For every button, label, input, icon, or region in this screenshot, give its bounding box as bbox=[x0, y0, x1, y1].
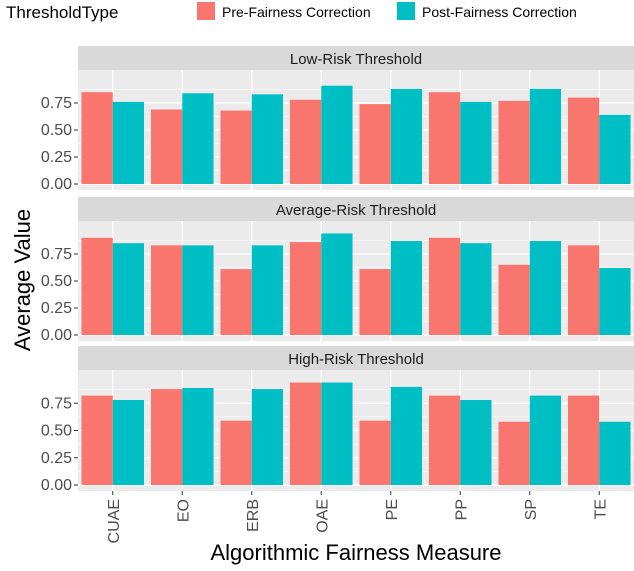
bar-post-cuae bbox=[112, 399, 145, 485]
bar-post-te bbox=[599, 421, 631, 485]
bar-pre-erb bbox=[220, 420, 252, 485]
bar-post-pe bbox=[390, 88, 423, 184]
bar-pre-te bbox=[567, 245, 600, 335]
y-tick-label: 0.50 bbox=[41, 423, 72, 440]
y-tick-label: 0.00 bbox=[41, 327, 72, 344]
bar-post-pp bbox=[460, 399, 492, 485]
bar-pre-oae bbox=[289, 242, 322, 335]
bar-post-cuae bbox=[112, 243, 145, 335]
bar-post-sp bbox=[529, 395, 562, 485]
x-tick-label: SP bbox=[523, 499, 540, 520]
x-tick-label: OAE bbox=[314, 499, 331, 533]
bar-pre-cuae bbox=[81, 395, 113, 485]
bar-post-erb bbox=[251, 389, 284, 485]
bar-post-sp bbox=[529, 241, 562, 335]
bar-pre-cuae bbox=[81, 92, 113, 184]
facet-panel-average-risk: Average-Risk Threshold 0.00 0.25 0.50 0.75 bbox=[41, 197, 634, 344]
legend: ThresholdType Pre-Fairness Correction Po… bbox=[6, 2, 577, 22]
facet-panel-high-risk: High-Risk Threshold 0.00 0.25 0.50 0.75 bbox=[41, 346, 634, 494]
x-axis-title: Algorithmic Fairness Measure bbox=[211, 540, 502, 565]
bar-pre-eo bbox=[150, 109, 183, 184]
x-tick-label: ERB bbox=[245, 499, 262, 532]
bar-post-erb bbox=[251, 94, 284, 184]
legend-label-pre: Pre-Fairness Correction bbox=[222, 4, 371, 20]
y-tick-label: 0.75 bbox=[41, 95, 72, 112]
legend-title: ThresholdType bbox=[6, 3, 118, 22]
x-tick-label: PE bbox=[384, 499, 401, 520]
facet-strip-label: High-Risk Threshold bbox=[288, 351, 424, 368]
y-tick-label: 0.25 bbox=[41, 149, 72, 166]
bar-post-pp bbox=[460, 243, 492, 335]
y-axis-title: Average Value bbox=[10, 209, 35, 351]
y-tick-label: 0.00 bbox=[41, 176, 72, 193]
legend-label-post: Post-Fairness Correction bbox=[422, 4, 577, 20]
legend-swatch-pre bbox=[197, 2, 215, 20]
bar-post-te bbox=[599, 114, 631, 184]
bar-post-sp bbox=[529, 88, 562, 184]
facet-strip bbox=[78, 197, 634, 221]
bar-pre-sp bbox=[498, 264, 530, 335]
y-tick-label: 0.00 bbox=[41, 477, 72, 494]
facet-strip bbox=[78, 46, 634, 70]
bar-pre-sp bbox=[498, 100, 530, 184]
x-tick-label: EO bbox=[175, 499, 192, 522]
bar-pre-te bbox=[567, 97, 600, 184]
bar-post-oae bbox=[321, 382, 353, 485]
bar-post-eo bbox=[182, 387, 214, 485]
bar-pre-pe bbox=[359, 104, 391, 184]
x-tick-label: TE bbox=[592, 499, 609, 519]
legend-swatch-post bbox=[397, 2, 415, 20]
bar-pre-eo bbox=[150, 389, 183, 485]
x-tick-label: CUAE bbox=[106, 499, 123, 543]
facet-strip bbox=[78, 346, 634, 370]
bar-pre-pe bbox=[359, 420, 391, 485]
y-tick-label: 0.50 bbox=[41, 122, 72, 139]
bar-post-erb bbox=[251, 245, 284, 335]
bar-pre-oae bbox=[289, 99, 322, 184]
y-tick-label: 0.75 bbox=[41, 246, 72, 263]
bar-post-pe bbox=[390, 386, 423, 485]
bar-pre-eo bbox=[150, 245, 183, 335]
bar-post-oae bbox=[321, 85, 353, 184]
bar-pre-te bbox=[567, 395, 600, 485]
bar-post-cuae bbox=[112, 101, 145, 184]
bar-post-te bbox=[599, 268, 631, 335]
bar-pre-cuae bbox=[81, 237, 113, 335]
bar-post-eo bbox=[182, 245, 214, 335]
bar-pre-pp bbox=[428, 395, 461, 485]
facet-panel-low-risk: Low-Risk Threshold 0.00 0.25 0.50 0.75 bbox=[41, 46, 634, 193]
y-tick-label: 0.25 bbox=[41, 450, 72, 467]
bar-post-pp bbox=[460, 101, 492, 184]
facet-strip-label: Average-Risk Threshold bbox=[276, 202, 436, 219]
facet-strip-label: Low-Risk Threshold bbox=[290, 51, 422, 68]
bar-pre-erb bbox=[220, 110, 252, 184]
y-tick-label: 0.25 bbox=[41, 300, 72, 317]
bar-pre-sp bbox=[498, 421, 530, 485]
x-tick-label: PP bbox=[453, 499, 470, 520]
y-tick-label: 0.50 bbox=[41, 273, 72, 290]
x-axis: CUAE EO ERB OAE PE PP SP TE bbox=[106, 491, 609, 543]
bar-pre-oae bbox=[289, 382, 322, 485]
bar-pre-erb bbox=[220, 269, 252, 335]
bar-post-eo bbox=[182, 93, 214, 184]
y-tick-label: 0.75 bbox=[41, 395, 72, 412]
bar-post-oae bbox=[321, 233, 353, 335]
bar-pre-pe bbox=[359, 269, 391, 335]
bar-pre-pp bbox=[428, 92, 461, 184]
bar-pre-pp bbox=[428, 237, 461, 335]
bar-post-pe bbox=[390, 241, 423, 335]
